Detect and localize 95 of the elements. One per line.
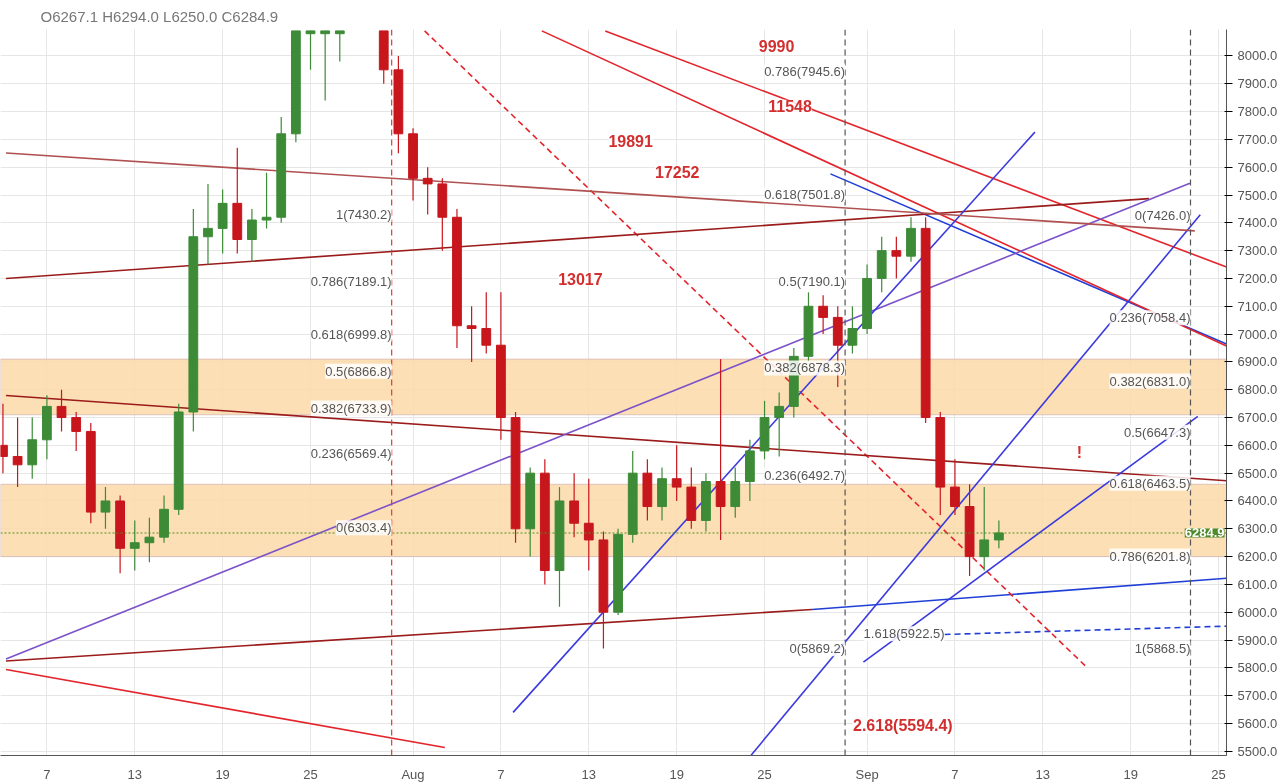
y-tick-label: 7000.0 <box>1237 326 1278 342</box>
annotation: 0(5869.2) <box>789 641 846 657</box>
y-tick-label: 6600.0 <box>1237 437 1278 453</box>
annotation: 0.786(7189.1) <box>310 273 392 289</box>
annotation: 0.786(7945.6) <box>764 63 846 79</box>
x-tick-label: 13 <box>1035 766 1051 782</box>
x-tick-label: 7 <box>43 766 51 782</box>
annotation: 0.618(6999.8) <box>310 326 392 342</box>
candlestick <box>305 30 316 71</box>
candlestick <box>334 30 345 63</box>
y-tick-label: 8000.0 <box>1237 48 1278 64</box>
annotation: 9990 <box>758 38 795 56</box>
y-tick-label: 6300.0 <box>1237 521 1278 537</box>
candlestick <box>818 294 829 335</box>
x-tick-label: 7 <box>951 766 959 782</box>
y-tick-label: 6900.0 <box>1237 354 1278 370</box>
candlestick <box>993 519 1004 549</box>
candlestick <box>569 472 580 538</box>
y-tick-label: 6400.0 <box>1237 493 1278 509</box>
y-tick-label: 6500.0 <box>1237 465 1278 481</box>
y-tick-label: 7300.0 <box>1237 243 1278 259</box>
x-tick-label: 25 <box>303 766 318 782</box>
x-tick-label: 19 <box>1123 766 1138 782</box>
annotation: 0.382(6878.3) <box>764 360 846 376</box>
annotation: 0.236(6492.7) <box>764 467 846 483</box>
annotation: ! <box>1076 444 1083 462</box>
annotation: 13017 <box>558 270 603 288</box>
y-tick-label: 6000.0 <box>1237 604 1278 620</box>
annotation: 0.5(7190.1) <box>778 273 846 289</box>
ref-line-label: 6284.9 <box>1184 525 1225 541</box>
y-tick-label: 6800.0 <box>1237 382 1278 398</box>
y-tick-label: 5600.0 <box>1237 716 1278 732</box>
x-tick-label: 13 <box>127 766 142 782</box>
annotation: 0(7426.0) <box>1134 208 1191 224</box>
y-tick-label: 5900.0 <box>1237 632 1278 648</box>
candlestick <box>466 305 477 363</box>
y-tick-label: 5700.0 <box>1237 688 1278 704</box>
annotation: 2.618(5594.4) <box>853 716 953 734</box>
candlestick <box>891 236 902 280</box>
y-tick-label: 7800.0 <box>1237 104 1278 120</box>
annotation: 0.5(6647.3) <box>1124 424 1191 440</box>
candlestick <box>847 305 858 355</box>
x-tick-label: 25 <box>1211 766 1226 782</box>
y-tick-label: 6100.0 <box>1237 576 1278 592</box>
candlestick <box>261 172 272 229</box>
annotation: 0.382(6733.9) <box>310 400 392 416</box>
candlestick <box>56 389 67 433</box>
candlestick <box>481 291 492 355</box>
y-tick-label: 7900.0 <box>1237 76 1278 92</box>
annotation: 0.5(6866.8) <box>325 363 392 379</box>
candlestick <box>129 519 140 572</box>
chart-title: O6267.1 H6294.0 L6250.0 C6284.9 <box>40 7 279 25</box>
y-tick-label: 5800.0 <box>1237 660 1278 676</box>
annotation: 0.236(7058.4) <box>1109 310 1191 326</box>
y-tick-label: 7700.0 <box>1237 131 1278 147</box>
x-tick-label: Sep <box>855 766 879 782</box>
candlestick <box>203 183 213 266</box>
candlestick <box>979 486 990 572</box>
x-tick-label: Aug <box>401 766 425 782</box>
candlestick <box>774 391 785 458</box>
x-tick-label: 7 <box>497 766 505 782</box>
y-tick-label: 7500.0 <box>1237 187 1278 203</box>
annotation: 0.236(6569.4) <box>310 446 392 462</box>
x-tick-label: 19 <box>215 766 230 782</box>
candlestick <box>144 517 155 563</box>
annotation: 0(6303.4) <box>336 520 392 536</box>
y-tick-label: 7100.0 <box>1237 298 1278 314</box>
candlestick <box>100 486 111 530</box>
x-tick-label: 19 <box>669 766 684 782</box>
candlestick <box>950 458 960 516</box>
annotation: 17252 <box>655 163 700 181</box>
y-tick-label: 7400.0 <box>1237 215 1278 231</box>
y-tick-label: 7600.0 <box>1237 159 1278 175</box>
y-tick-label: 5500.0 <box>1237 743 1278 759</box>
annotation: 0.786(6201.8) <box>1109 548 1191 564</box>
candlestick <box>71 411 82 452</box>
annotation: 0.382(6831.0) <box>1109 373 1191 389</box>
candlestick <box>583 478 594 572</box>
annotation: 0.618(7501.8) <box>764 187 846 203</box>
candlestick <box>671 444 682 502</box>
x-tick-label: 25 <box>757 766 772 782</box>
candlestick <box>320 30 331 102</box>
candlestick <box>422 166 433 216</box>
candlestick <box>247 208 257 263</box>
y-tick-label: 7200.0 <box>1237 270 1278 286</box>
candlestick <box>12 416 23 488</box>
y-tick-label: 6200.0 <box>1237 549 1278 565</box>
annotation: 1.618(5922.5) <box>863 626 945 642</box>
y-tick-label: 6700.0 <box>1237 410 1278 426</box>
annotation: 0.618(6463.5) <box>1109 475 1191 491</box>
annotation: 1(5868.5) <box>1134 641 1191 657</box>
x-tick-label: 13 <box>581 766 597 782</box>
annotation: 11548 <box>768 97 812 115</box>
annotation: 19891 <box>608 133 654 151</box>
annotation: 1(7430.2) <box>336 206 392 222</box>
